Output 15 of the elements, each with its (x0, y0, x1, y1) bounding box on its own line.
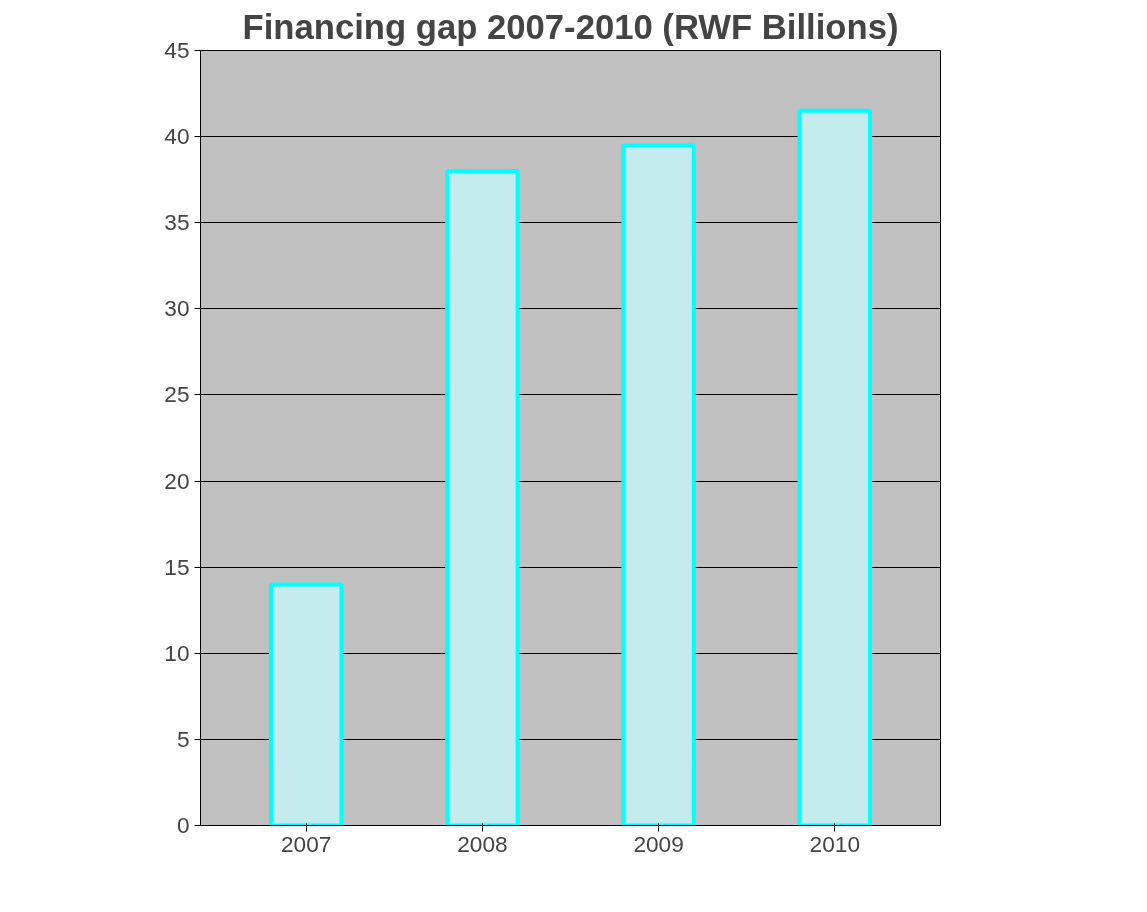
y-tick-label: 35 (164, 209, 190, 236)
y-tick-label: 40 (164, 123, 190, 150)
y-tick-label: 10 (164, 639, 190, 666)
x-tick-label: 2008 (457, 830, 508, 857)
y-tick-label: 30 (164, 295, 190, 322)
y-tick-label: 0 (176, 812, 190, 838)
y-tick-label: 25 (164, 381, 190, 408)
y-tick-label: 5 (176, 725, 190, 752)
x-tick-label: 2007 (281, 830, 332, 857)
y-tick-label: 20 (164, 467, 190, 494)
x-tick-label: 2009 (633, 830, 684, 857)
y-tick-label: 15 (164, 553, 190, 580)
chart-title: Financing gap 2007-2010 (RWF Billions) (242, 7, 899, 46)
y-tick-label: 45 (164, 37, 190, 63)
x-tick-label: 2010 (809, 830, 860, 857)
